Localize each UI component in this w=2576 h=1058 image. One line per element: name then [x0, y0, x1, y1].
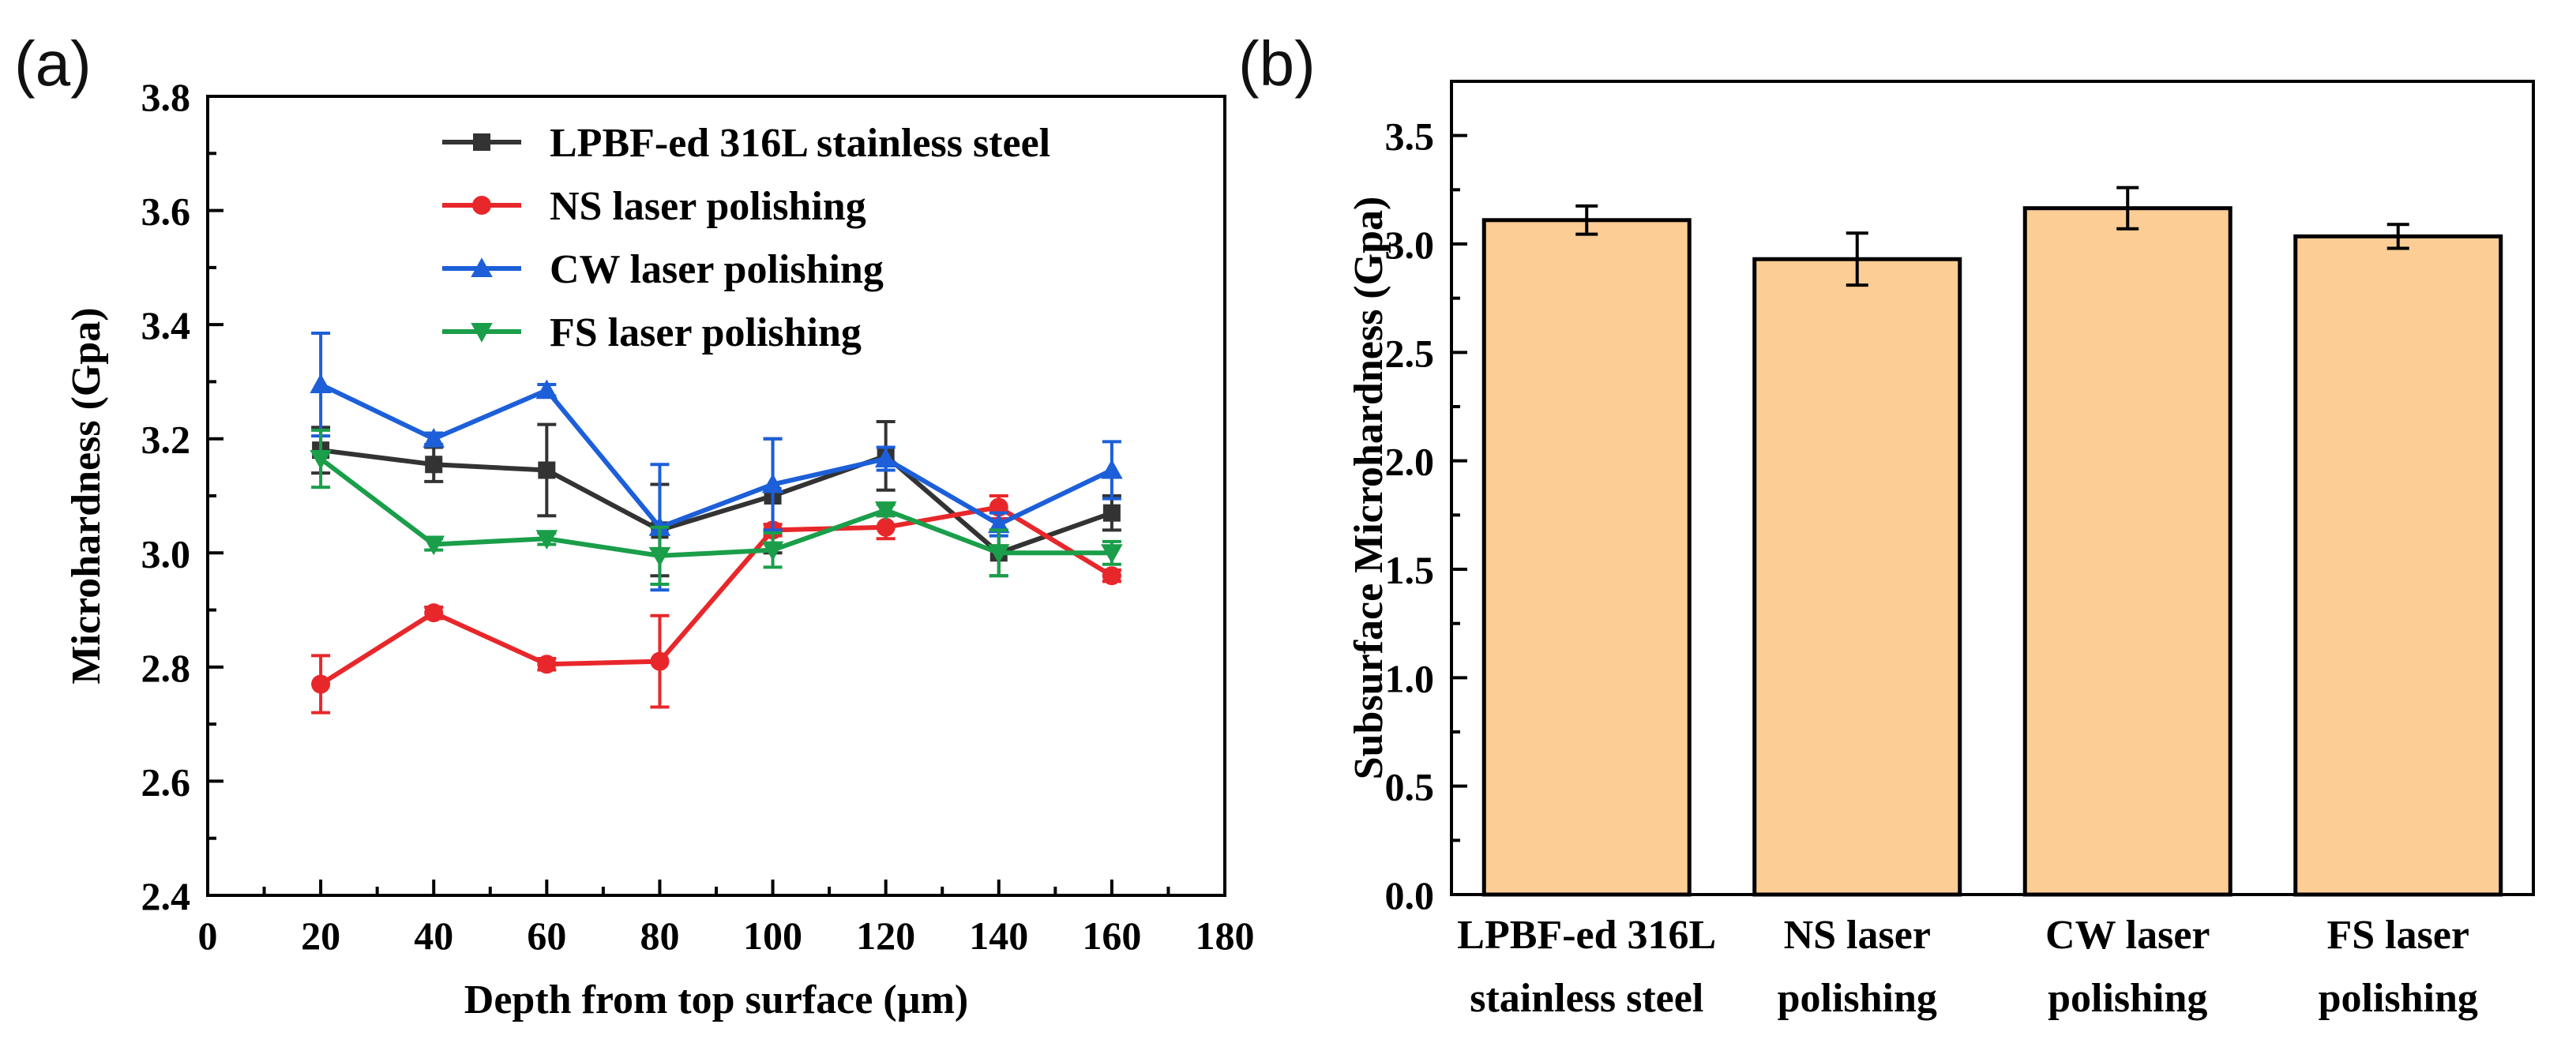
bar-group — [1481, 204, 1692, 897]
panel-a-y-tick-label: 2.8 — [141, 646, 191, 690]
panel-b-y-tick-label: 3.0 — [1385, 223, 1435, 267]
legend-marker — [471, 257, 493, 277]
panel-b-y-tick-label: 1.5 — [1385, 548, 1435, 592]
series-cw-laser-polishing — [310, 331, 1123, 592]
panel-a-y-tick-label: 3.2 — [141, 418, 191, 462]
panel-a-x-tick-label: 0 — [198, 914, 218, 958]
panel-a-x-tick-labels: 0 20 40 60 80 100 120 140 160 180 — [198, 914, 1255, 958]
category-label: polishing — [2319, 976, 2478, 1021]
bar-group — [1752, 231, 1962, 897]
panel-b-y-tick-label: 0.5 — [1385, 765, 1435, 809]
legend-label: FS laser polishing — [550, 310, 862, 355]
category-label: LPBF-ed 316L — [1457, 913, 1716, 958]
data-point — [650, 651, 670, 671]
series-line — [319, 382, 1113, 531]
data-point — [988, 513, 1010, 534]
panel-a-y-tick-labels: 2.4 2.6 2.8 3.0 3.2 3.4 3.6 3.8 — [141, 75, 191, 918]
panel-a-legend: LPBF-ed 316L stainless steel NS laser pol… — [442, 121, 1050, 355]
panel-b-plot-frame — [1450, 80, 2535, 896]
series-ns-laser-polishing — [311, 494, 1121, 715]
legend-label: NS laser polishing — [550, 184, 866, 229]
data-point — [761, 541, 784, 561]
data-point — [876, 517, 896, 537]
data-point — [310, 450, 332, 470]
series-line — [319, 505, 1113, 687]
data-point — [1102, 566, 1121, 586]
bar — [2022, 206, 2232, 897]
panel-b-bar-chart: (b) 0.0 0.5 1.0 1.5 2.0 2.5 3.0 3.5 LPBF-ed 316… — [1238, 28, 2535, 1021]
panel-b-y-tick-label: 3.5 — [1385, 114, 1435, 159]
data-point — [1101, 459, 1123, 479]
panel-a-y-axis-title: Microhardness (Gpa) — [64, 307, 109, 684]
panel-a-y-tick-label: 3.4 — [141, 303, 191, 347]
legend-marker — [472, 196, 491, 215]
panel-b-y-tick-label: 2.0 — [1385, 440, 1435, 484]
data-point — [537, 655, 557, 674]
panel-a-x-axis-title: Depth from top surface (µm) — [464, 977, 968, 1022]
data-point — [422, 427, 445, 448]
panel-a-x-tick-label: 80 — [640, 914, 679, 958]
category-label: NS laser — [1784, 913, 1931, 958]
bar-group — [2293, 223, 2503, 897]
panel-a-x-tick-label: 180 — [1196, 914, 1255, 958]
panel-b-y-tick-labels: 0.0 0.5 1.0 1.5 2.0 2.5 3.0 3.5 — [1385, 114, 1435, 917]
panel-a-y-tick-label: 2.6 — [141, 760, 191, 804]
panel-a-series — [310, 331, 1123, 715]
legend-label: LPBF-ed 316L stainless steel — [550, 121, 1050, 166]
panel-b-y-tick-label: 1.0 — [1385, 656, 1435, 700]
panel-b-y-tick-label: 0.0 — [1385, 873, 1435, 917]
category-label: polishing — [2048, 976, 2207, 1021]
data-point — [988, 544, 1010, 565]
data-point — [1102, 504, 1121, 522]
panel-a-x-tick-label: 40 — [414, 914, 453, 958]
data-point — [310, 373, 332, 394]
bar — [1752, 257, 1962, 897]
data-point — [535, 530, 558, 550]
bar-group — [2022, 186, 2232, 897]
panel-a-plot-frame — [206, 95, 1226, 897]
panel-a-y-tick-label: 3.0 — [141, 531, 191, 576]
data-point — [648, 546, 671, 567]
category-label: polishing — [1778, 976, 1937, 1021]
data-point — [874, 448, 897, 468]
legend-marker — [471, 323, 493, 343]
panel-a-x-tick-label: 140 — [969, 914, 1028, 958]
panel-a-x-tick-label: 100 — [743, 914, 802, 958]
data-point — [535, 379, 558, 400]
bar — [2293, 234, 2503, 897]
legend-label: CW laser polishing — [550, 247, 884, 292]
panel-a-y-tick-label: 2.4 — [141, 874, 191, 918]
panel-a-x-tick-label: 20 — [301, 914, 340, 958]
panel-b-y-axis-title: Subsurface Microhardness (Gpa) — [1346, 197, 1391, 780]
panel-a-x-tick-label: 60 — [527, 914, 566, 958]
panel-a-y-tick-label: 3.8 — [141, 75, 191, 119]
data-point — [424, 603, 444, 623]
category-label: FS laser — [2326, 913, 2469, 958]
legend-marker — [473, 133, 490, 151]
panel-a-label: (a) — [14, 28, 92, 99]
bar — [1481, 218, 1692, 897]
panel-b-bars — [1481, 186, 2503, 897]
category-label: stainless steel — [1470, 976, 1703, 1021]
series-line — [320, 448, 1113, 556]
panel-a-line-chart: (a) 2.4 2.6 2.8 3.0 3.2 3.4 3.6 3.8 0 20 40 60 80 10… — [14, 28, 1255, 1022]
panel-b-category-labels: LPBF-ed 316L stainless steel NS laser polis… — [1457, 913, 2478, 1021]
panel-a-x-tick-label: 120 — [856, 914, 915, 958]
data-point — [538, 461, 556, 479]
category-label: CW laser — [2045, 913, 2210, 958]
panel-a-y-tick-label: 3.6 — [141, 189, 191, 234]
panel-a-x-tick-label: 160 — [1082, 914, 1141, 958]
data-point — [425, 456, 443, 474]
data-point — [761, 473, 784, 493]
data-point — [1101, 544, 1123, 565]
data-point — [874, 501, 897, 521]
panel-b-y-tick-label: 2.5 — [1385, 331, 1435, 375]
data-point — [311, 674, 331, 694]
series-fs-laser-polishing — [310, 428, 1123, 587]
panel-b-label: (b) — [1238, 28, 1316, 99]
data-point — [422, 535, 445, 556]
series-line — [319, 456, 1112, 558]
